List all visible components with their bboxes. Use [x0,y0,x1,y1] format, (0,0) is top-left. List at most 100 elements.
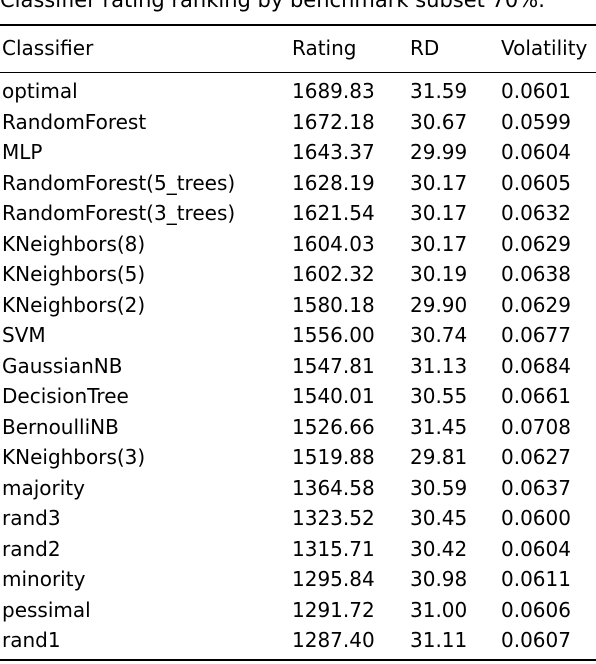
top-rule [0,24,596,26]
table-row: minority 1295.84 30.98 0.0611 [0,564,596,595]
table-row: KNeighbors(2) 1580.18 29.90 0.0629 [0,290,596,321]
cell-rd: 30.55 [410,384,468,409]
header-classifier: Classifier [2,36,94,60]
cell-volatility: 0.0638 [501,262,571,287]
table-row: optimal 1689.83 31.59 0.0601 [0,76,596,107]
cell-rd: 30.45 [410,506,468,531]
cell-volatility: 0.0684 [501,353,571,378]
cell-rating: 1580.18 [292,292,375,317]
cell-rating: 1291.72 [292,597,375,622]
ranking-table: Classifier Rating RD Volatility optimal 1… [0,30,596,656]
cell-rating: 1547.81 [292,353,375,378]
header-row: Classifier Rating RD Volatility [0,30,596,66]
cell-volatility: 0.0604 [501,536,571,561]
cell-volatility: 0.0677 [501,323,571,348]
cell-rd: 30.59 [410,475,468,500]
header-volatility: Volatility [501,36,588,60]
cell-classifier: KNeighbors(2) [2,292,146,317]
cell-volatility: 0.0604 [501,140,571,165]
cell-rd: 31.11 [410,628,468,653]
cell-classifier: GaussianNB [2,353,123,378]
cell-rating: 1556.00 [292,323,375,348]
cell-volatility: 0.0601 [501,79,571,104]
cell-rating: 1540.01 [292,384,375,409]
cell-rd: 30.98 [410,567,468,592]
cell-classifier: DecisionTree [2,384,129,409]
cell-rd: 30.42 [410,536,468,561]
cell-classifier: optimal [2,79,78,104]
table-row: rand1 1287.40 31.11 0.0607 [0,625,596,656]
cell-classifier: KNeighbors(3) [2,445,146,470]
table-row: MLP 1643.37 29.99 0.0604 [0,137,596,168]
table-row: SVM 1556.00 30.74 0.0677 [0,320,596,351]
cell-rd: 29.81 [410,445,468,470]
cell-rating: 1621.54 [292,201,375,226]
cell-classifier: KNeighbors(8) [2,231,146,256]
table-row: pessimal 1291.72 31.00 0.0606 [0,595,596,626]
cell-rating: 1643.37 [292,140,375,165]
cell-volatility: 0.0600 [501,506,571,531]
header-rating: Rating [292,36,357,60]
table-row: KNeighbors(8) 1604.03 30.17 0.0629 [0,229,596,260]
cell-rating: 1519.88 [292,445,375,470]
cell-rating: 1604.03 [292,231,375,256]
cell-rd: 31.00 [410,597,468,622]
cell-classifier: RandomForest(5_trees) [2,170,236,195]
cell-classifier: RandomForest [2,109,147,134]
table-row: KNeighbors(3) 1519.88 29.81 0.0627 [0,442,596,473]
cell-classifier: RandomForest(3_trees) [2,201,236,226]
cell-classifier: majority [2,475,85,500]
cell-volatility: 0.0599 [501,109,571,134]
table-body: optimal 1689.83 31.59 0.0601 RandomForest 167… [0,76,596,656]
cell-volatility: 0.0629 [501,231,571,256]
header-rule [0,72,596,73]
cell-rating: 1602.32 [292,262,375,287]
table-row: BernoulliNB 1526.66 31.45 0.0708 [0,412,596,443]
cell-volatility: 0.0611 [501,567,571,592]
table-row: majority 1364.58 30.59 0.0637 [0,473,596,504]
table-caption: Classifier rating ranking by benchmark s… [0,0,545,12]
table-row: RandomForest(3_trees) 1621.54 30.17 0.0632 [0,198,596,229]
cell-classifier: SVM [2,323,46,348]
cell-rating: 1287.40 [292,628,375,653]
table-row: DecisionTree 1540.01 30.55 0.0661 [0,381,596,412]
cell-rd: 30.19 [410,262,468,287]
table-row: GaussianNB 1547.81 31.13 0.0684 [0,351,596,382]
cell-rd: 30.17 [410,201,468,226]
table-header: Classifier Rating RD Volatility [0,30,596,76]
cell-rd: 31.45 [410,414,468,439]
cell-classifier: minority [2,567,86,592]
cell-rating: 1526.66 [292,414,375,439]
cell-classifier: rand2 [2,536,61,561]
cell-rd: 31.13 [410,353,468,378]
cell-classifier: rand1 [2,628,61,653]
cell-volatility: 0.0606 [501,597,571,622]
table-row: RandomForest 1672.18 30.67 0.0599 [0,107,596,138]
cell-classifier: MLP [2,140,43,165]
table-row: RandomForest(5_trees) 1628.19 30.17 0.0605 [0,168,596,199]
cell-rating: 1364.58 [292,475,375,500]
cell-rating: 1315.71 [292,536,375,561]
cell-rating: 1689.83 [292,79,375,104]
cell-volatility: 0.0629 [501,292,571,317]
cell-rd: 30.17 [410,231,468,256]
cell-rd: 30.74 [410,323,468,348]
cell-volatility: 0.0605 [501,170,571,195]
cell-volatility: 0.0708 [501,414,571,439]
cell-rating: 1295.84 [292,567,375,592]
cell-rating: 1672.18 [292,109,375,134]
cell-rd: 30.67 [410,109,468,134]
cell-rd: 29.99 [410,140,468,165]
header-spacer [0,66,596,76]
table-row: rand2 1315.71 30.42 0.0604 [0,534,596,565]
cell-classifier: rand3 [2,506,61,531]
cell-classifier: BernoulliNB [2,414,119,439]
cell-volatility: 0.0661 [501,384,571,409]
cell-classifier: pessimal [2,597,91,622]
table-row: KNeighbors(5) 1602.32 30.19 0.0638 [0,259,596,290]
cell-volatility: 0.0627 [501,445,571,470]
bottom-rule [0,659,596,661]
cell-volatility: 0.0632 [501,201,571,226]
cell-classifier: KNeighbors(5) [2,262,146,287]
cell-volatility: 0.0637 [501,475,571,500]
